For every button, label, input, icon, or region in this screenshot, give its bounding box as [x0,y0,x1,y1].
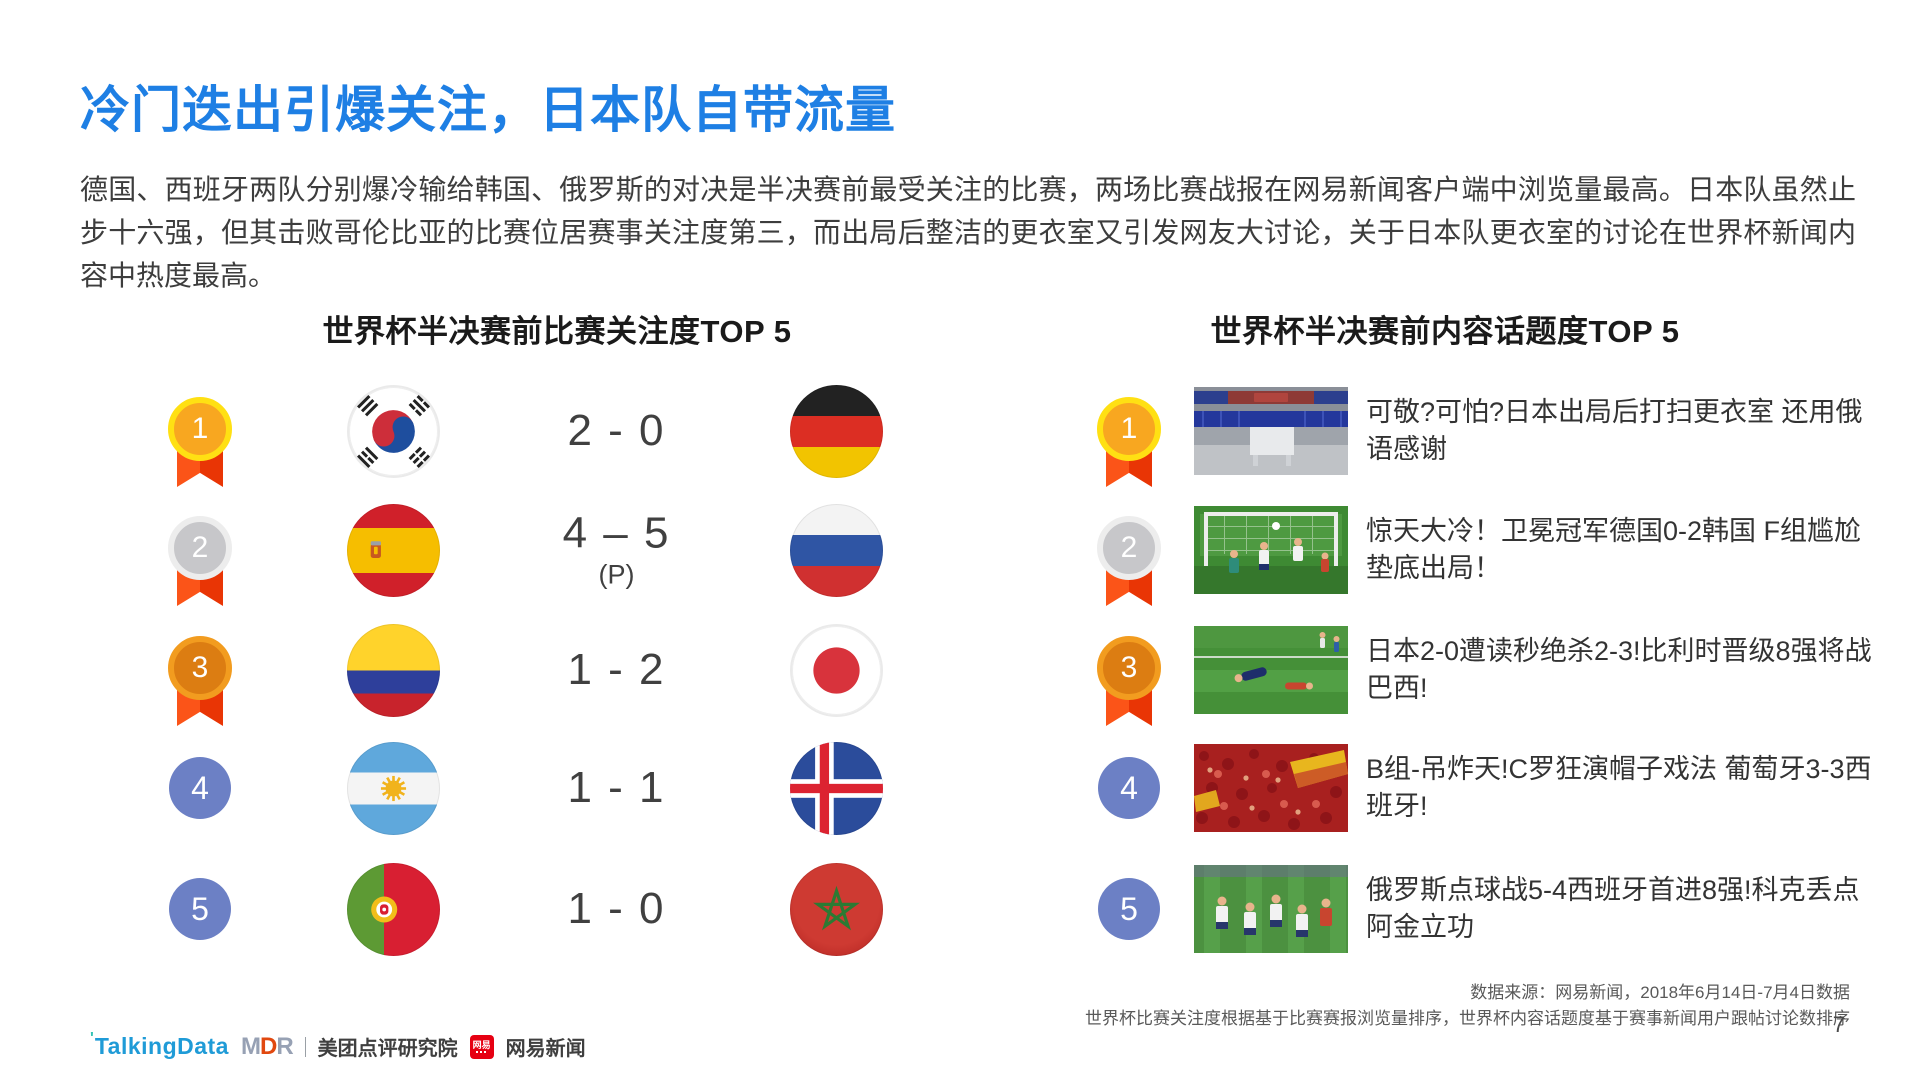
page-number: 7 [1832,1012,1845,1037]
news-headline: 日本2-0遭读秒绝杀2-3!比利时晋级8强将战巴西! [1366,636,1872,703]
match-score: 2 - 0 [500,409,733,453]
score-penalty-note: (P) [598,559,635,590]
talkingdata-wordmark: TalkingData [94,1033,229,1059]
news-row-4: 4 B组-吊炸天!C罗狂演帽子戏法 葡萄牙3 [0,728,1921,848]
rank-number: 1 [1097,397,1161,461]
team-celebration-photo [1194,865,1348,953]
match-score: 4 – 5 (P) [500,508,733,590]
germany-flag-icon [790,385,883,478]
score-value: 2 - 0 [567,406,666,455]
news-headline: 惊天大冷！卫冕冠军德国0-2韩国 F组尴尬垫底出局！ [1366,516,1862,583]
mdr-logo: M D R [240,1032,294,1061]
fans-crowd-photo [1194,744,1348,832]
score-value: 1 - 0 [567,884,666,933]
rank-number: 4 [1098,757,1160,819]
silver-medal-icon: 2 [160,516,240,616]
right-panel-title: 世界杯半决赛前内容话题度TOP 5 [1210,314,1680,349]
meituan-dianping-institute-logo: 美团点评研究院 [317,1038,458,1060]
silver-medal-icon: 2 [1089,516,1169,616]
rank-4-badge: 4 [160,757,240,857]
south-korea-flag-icon [347,385,440,478]
rank-number: 2 [168,516,232,580]
rank-number: 2 [1097,516,1161,580]
rank-number: 3 [168,636,232,700]
gold-medal-icon: 1 [160,397,240,497]
match-score: 1 - 1 [500,766,733,810]
source-line-1: 数据来源：网易新闻，2018年6月14日-7月4日数据 [1470,983,1850,1002]
news-row-2: 2 惊天大冷！卫冕冠军德国0-2韩国 [0,490,1921,610]
goalmouth-action-photo [1194,506,1348,594]
rank-number: 3 [1097,636,1161,700]
netease-badge-dots [475,1051,488,1053]
page-title: 冷门迭出引爆关注，日本队自带流量 [80,82,896,138]
pitch-aerial-photo [1194,626,1348,714]
mdr-letter-r: R [276,1032,293,1060]
logo-divider [304,1036,306,1057]
score-value: 1 - 2 [567,645,666,694]
match-score: 1 - 2 [500,648,733,692]
talkingdata-tick-icon: ' [90,1030,94,1047]
rank-5-badge: 5 [160,878,240,978]
mdr-letter-d: D [259,1032,277,1060]
news-row-1: 1 可敬?可怕?日本出局后打扫更衣室 还用俄语感谢 [0,371,1921,491]
iceland-flag-icon [790,742,883,835]
argentina-flag-icon [347,742,440,835]
morocco-flag-icon [790,863,883,956]
bronze-medal-icon: 3 [160,636,240,736]
russia-flag-icon [790,504,883,597]
match-row-1: 1 [0,371,1921,491]
netease-app-icon: 网易 [469,1034,494,1059]
intro-paragraph: 德国、西班牙两队分别爆冷输给韩国、俄罗斯的对决是半决赛前最受关注的比赛，两场比赛… [80,174,1856,291]
source-line-2: 世界杯比赛关注度根据基于比赛赛报浏览量排序，世界杯内容话题度基于赛事新闻用户跟帖… [1085,1009,1850,1028]
locker-room-photo [1194,387,1348,475]
rank-number: 4 [169,757,231,819]
news-headline: B组-吊炸天!C罗狂演帽子戏法 葡萄牙3-3西班牙! [1366,754,1872,821]
rank-4-badge: 4 [1089,757,1169,857]
bronze-medal-icon: 3 [1089,636,1169,736]
talkingdata-logo: ' TalkingData [90,1030,229,1060]
mdr-letter-m: M [240,1032,261,1060]
news-headline: 可敬?可怕?日本出局后打扫更衣室 还用俄语感谢 [1366,397,1863,464]
match-row-3: 3 1 - 2 [0,610,1921,730]
left-panel-title: 世界杯半决赛前比赛关注度TOP 5 [322,314,792,349]
netease-news-logo: 网易新闻 [505,1038,586,1060]
colombia-flag-icon [347,624,440,717]
portugal-flag-icon [347,863,440,956]
japan-flag-icon [790,624,883,717]
data-source-note: 数据来源：网易新闻，2018年6月14日-7月4日数据 世界杯比赛关注度根据基于… [1085,980,1850,1032]
score-value: 1 - 1 [567,763,666,812]
match-score: 1 - 0 [500,887,733,931]
spain-flag-icon [347,504,440,597]
news-headline: 俄罗斯点球战5-4西班牙首进8强!科克丢点阿金立功 [1366,875,1860,942]
footer-logos: ' TalkingData M D R 美团点评研究院 网易 网易新闻 [90,1030,586,1061]
rank-number: 5 [169,878,231,940]
news-row-3: 3 [0,610,1921,730]
match-row-5: 5 1 - 0 [0,849,1921,969]
match-row-4: 4 [0,728,1921,848]
rank-5-badge: 5 [1089,878,1169,978]
gold-medal-icon: 1 [1089,397,1169,497]
rank-number: 1 [168,397,232,461]
rank-number: 5 [1098,878,1160,940]
match-row-2: 2 4 – 5 (P) [0,490,1921,610]
score-value: 4 – 5 [562,508,671,558]
netease-badge-text: 网易 [472,1040,491,1050]
news-row-5: 5 俄罗斯点球战5-4西班牙首进8强!科克丢点阿金立功 [0,849,1921,969]
